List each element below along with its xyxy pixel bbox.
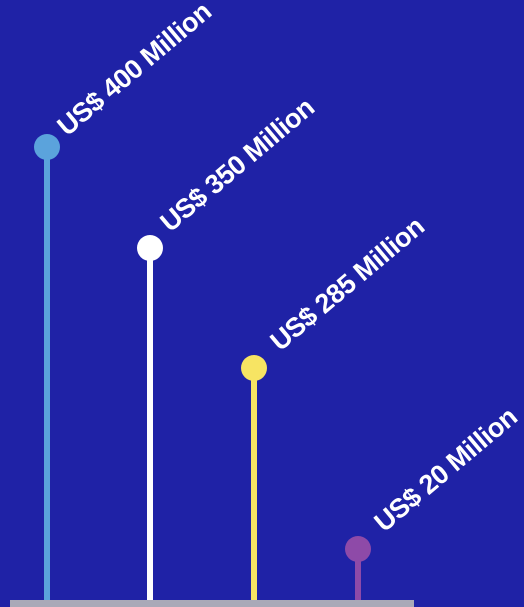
- value-label-2: US$ 350 Million: [155, 92, 320, 237]
- lollipop-head-2: [137, 235, 163, 261]
- bars-layer: [34, 134, 371, 603]
- lollipop-stem-3: [251, 368, 257, 603]
- lollipop-head-4: [345, 536, 371, 562]
- lollipop-stem-2: [147, 248, 153, 603]
- value-label-4: US$ 20 Million: [369, 401, 523, 537]
- value-label-1: US$ 400 Million: [52, 0, 217, 142]
- lollipop-stem-4: [355, 549, 361, 603]
- baseline-axis: [10, 600, 414, 607]
- value-label-3: US$ 285 Million: [265, 211, 430, 356]
- lollipop-stem-1: [44, 147, 50, 603]
- lollipop-head-3: [241, 355, 267, 381]
- lollipop-head-1: [34, 134, 60, 160]
